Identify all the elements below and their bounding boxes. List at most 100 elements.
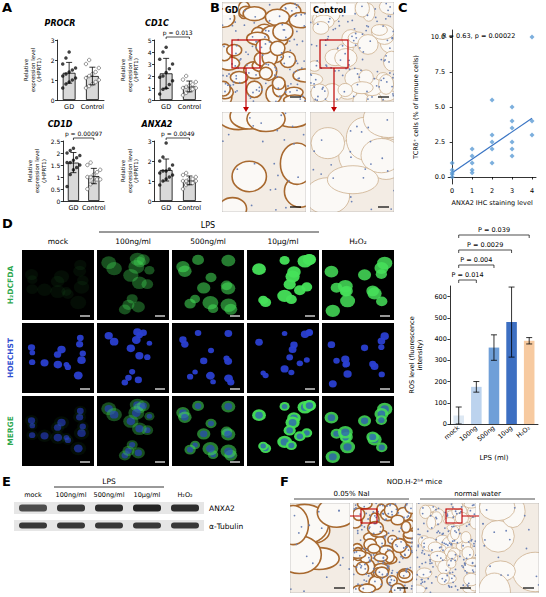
- svg-text:Control: Control: [81, 103, 105, 111]
- svg-text:5: 5: [148, 37, 152, 44]
- svg-text:500: 500: [434, 314, 446, 322]
- svg-text:10ug: 10ug: [496, 424, 514, 441]
- html-text:A: A: [2, 0, 13, 15]
- svg-text:Relative: Relative: [27, 159, 33, 182]
- svg-text:mock: mock: [24, 491, 42, 499]
- svg-text:GD: GD: [161, 204, 171, 212]
- svg-text:0.5: 0.5: [51, 186, 61, 193]
- svg-text:Relative: Relative: [23, 58, 29, 81]
- svg-text:1: 1: [148, 85, 152, 92]
- svg-text:P = 0.004: P = 0.004: [460, 256, 492, 264]
- svg-text:10.0: 10.0: [431, 33, 445, 41]
- svg-text:10μg/ml: 10μg/ml: [268, 237, 299, 246]
- svg-text:ANXA2 IHC staining level: ANXA2 IHC staining level: [451, 199, 532, 207]
- svg-text:1: 1: [470, 187, 474, 195]
- svg-text:0: 0: [56, 198, 60, 205]
- svg-text:(/HPRT1): (/HPRT1): [36, 58, 42, 82]
- svg-text:Control: Control: [178, 204, 202, 212]
- svg-text:α-Tubulin: α-Tubulin: [209, 522, 244, 531]
- html-text:C: C: [398, 0, 408, 15]
- svg-text:GD: GD: [161, 103, 171, 111]
- svg-text:5.0: 5.0: [435, 103, 445, 111]
- svg-text:100ng/ml: 100ng/ml: [115, 237, 151, 246]
- svg-text:2: 2: [490, 187, 494, 195]
- svg-text:ROS level (fluorescence: ROS level (fluorescence: [408, 316, 416, 393]
- svg-text:normal water: normal water: [454, 490, 501, 498]
- svg-text:1: 1: [56, 174, 60, 181]
- svg-text:0: 0: [443, 420, 447, 428]
- svg-text:1.5: 1.5: [51, 162, 61, 169]
- svg-text:0: 0: [450, 187, 454, 195]
- svg-text:400: 400: [434, 335, 446, 343]
- svg-text:GD: GD: [68, 204, 78, 212]
- svg-text:100ng: 100ng: [458, 424, 479, 443]
- svg-text:Relative: Relative: [120, 58, 126, 81]
- svg-text:ANXA2: ANXA2: [209, 504, 235, 513]
- svg-text:(/HPRT1): (/HPRT1): [133, 58, 139, 82]
- svg-text:P = 0.0029: P = 0.0029: [467, 241, 503, 249]
- svg-text:R = 0.63, p = 0.00022: R = 0.63, p = 0.00022: [442, 32, 515, 40]
- svg-text:NOD.H-2ʰ⁴ mice: NOD.H-2ʰ⁴ mice: [387, 478, 442, 486]
- svg-text:500ng: 500ng: [476, 424, 497, 443]
- svg-text:3: 3: [148, 61, 152, 68]
- svg-text:(/HPRT1): (/HPRT1): [41, 159, 47, 183]
- svg-text:Relative: Relative: [120, 159, 126, 182]
- svg-text:P = 0.039: P = 0.039: [478, 226, 510, 234]
- svg-text:p = 0.0049: p = 0.0049: [161, 130, 195, 138]
- svg-text:1: 1: [148, 178, 152, 185]
- svg-text:0: 0: [148, 97, 152, 104]
- svg-text:LPS: LPS: [102, 477, 116, 486]
- svg-text:3: 3: [510, 187, 514, 195]
- svg-text:P = 0.014: P = 0.014: [451, 271, 483, 279]
- svg-text:300: 300: [434, 356, 446, 364]
- svg-text:500ng/ml: 500ng/ml: [94, 491, 125, 499]
- svg-text:2: 2: [56, 150, 60, 157]
- svg-text:HOECHST: HOECHST: [6, 337, 15, 378]
- svg-text:2: 2: [148, 73, 152, 80]
- svg-text:p = 0.013: p = 0.013: [163, 29, 193, 37]
- svg-text:500ng/ml: 500ng/ml: [190, 237, 226, 246]
- svg-text:0.0: 0.0: [435, 173, 445, 181]
- svg-text:100ng/ml: 100ng/ml: [56, 491, 87, 499]
- svg-text:CD1C: CD1C: [145, 19, 169, 28]
- svg-text:3: 3: [148, 138, 152, 145]
- svg-text:MERGE: MERGE: [6, 416, 15, 446]
- svg-text:mock: mock: [48, 237, 69, 246]
- svg-text:7.5: 7.5: [435, 68, 445, 76]
- svg-text:200: 200: [434, 378, 446, 386]
- svg-text:10μg/ml: 10μg/ml: [134, 491, 161, 499]
- svg-text:Control: Control: [82, 204, 106, 212]
- svg-text:PROCR: PROCR: [45, 19, 76, 28]
- svg-text:Control: Control: [178, 103, 202, 111]
- svg-text:4: 4: [148, 49, 152, 56]
- svg-text:100: 100: [434, 399, 446, 407]
- svg-text:mock: mock: [442, 423, 462, 442]
- svg-text:TCRδ⁺ cells (% of immune cells: TCRδ⁺ cells (% of immune cells): [412, 55, 420, 160]
- html-text:D: D: [2, 216, 13, 231]
- svg-text:H₂O₂: H₂O₂: [349, 237, 367, 246]
- svg-text:ANXA2: ANXA2: [141, 120, 173, 129]
- svg-text:CD1D: CD1D: [48, 120, 73, 129]
- svg-text:2.5: 2.5: [51, 138, 61, 145]
- svg-text:GD: GD: [64, 103, 74, 111]
- svg-text:600: 600: [434, 293, 446, 301]
- svg-text:H₂O₂: H₂O₂: [177, 491, 193, 499]
- svg-text:intensity): intensity): [416, 340, 424, 371]
- svg-text:H₂O₂: H₂O₂: [515, 424, 532, 440]
- svg-text:1: 1: [51, 77, 55, 84]
- svg-text:0: 0: [148, 198, 152, 205]
- svg-text:Control: Control: [313, 6, 346, 15]
- svg-text:3: 3: [51, 37, 55, 44]
- svg-text:GD: GD: [225, 6, 239, 15]
- svg-text:LPS: LPS: [201, 221, 215, 230]
- svg-text:2: 2: [51, 57, 55, 64]
- svg-text:0: 0: [51, 97, 55, 104]
- svg-text:2: 2: [148, 158, 152, 165]
- svg-text:H₂DCFDA: H₂DCFDA: [6, 266, 15, 305]
- svg-text:0.05% NaI: 0.05% NaI: [333, 490, 369, 498]
- svg-text:4: 4: [530, 187, 534, 195]
- svg-text:(/HPRT1): (/HPRT1): [133, 159, 139, 183]
- svg-text:p = 0.00097: p = 0.00097: [65, 130, 103, 138]
- svg-text:LPS (ml): LPS (ml): [479, 454, 508, 462]
- svg-text:2.5: 2.5: [435, 138, 445, 146]
